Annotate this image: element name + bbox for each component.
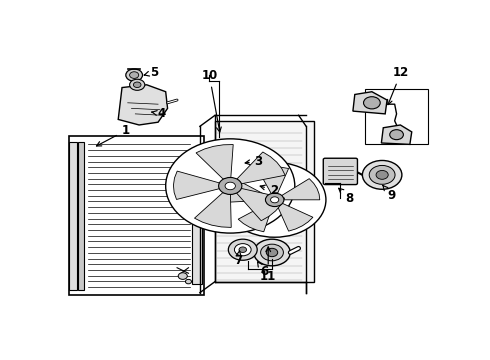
Circle shape: [129, 79, 145, 90]
Bar: [365, 89, 428, 144]
Circle shape: [267, 248, 278, 257]
Bar: [78, 141, 84, 290]
Text: 1: 1: [97, 124, 130, 146]
Text: 4: 4: [152, 107, 166, 120]
Polygon shape: [173, 171, 220, 199]
Circle shape: [133, 82, 141, 87]
Polygon shape: [195, 193, 231, 228]
Text: 7: 7: [234, 251, 242, 267]
Polygon shape: [282, 179, 320, 200]
Circle shape: [364, 97, 380, 109]
Text: 8: 8: [339, 188, 354, 205]
Text: 11: 11: [260, 247, 276, 283]
Circle shape: [129, 72, 139, 78]
Text: 5: 5: [144, 66, 158, 79]
Polygon shape: [237, 152, 285, 184]
Circle shape: [270, 197, 279, 203]
Text: 3: 3: [245, 154, 263, 167]
Circle shape: [266, 193, 284, 207]
Bar: [192, 153, 202, 284]
Polygon shape: [277, 203, 313, 231]
Circle shape: [225, 182, 235, 190]
Circle shape: [390, 130, 403, 140]
Polygon shape: [258, 167, 289, 194]
Polygon shape: [353, 92, 387, 114]
Circle shape: [223, 162, 326, 237]
Circle shape: [254, 239, 290, 266]
Circle shape: [363, 161, 402, 189]
Polygon shape: [196, 145, 233, 179]
Circle shape: [166, 139, 295, 233]
Text: 10: 10: [201, 68, 221, 132]
Bar: [69, 141, 77, 290]
Circle shape: [185, 279, 192, 284]
Text: 2: 2: [260, 184, 278, 197]
Polygon shape: [237, 188, 285, 221]
Circle shape: [219, 177, 242, 194]
Circle shape: [126, 69, 143, 81]
Circle shape: [261, 244, 283, 261]
Circle shape: [239, 247, 246, 252]
Text: 12: 12: [388, 66, 409, 105]
Circle shape: [369, 166, 395, 184]
Text: 6: 6: [258, 262, 269, 278]
Circle shape: [228, 239, 257, 260]
Polygon shape: [118, 85, 168, 125]
Bar: [215, 121, 314, 282]
Polygon shape: [230, 180, 267, 202]
Circle shape: [234, 244, 251, 256]
Circle shape: [376, 170, 388, 179]
Polygon shape: [238, 204, 272, 232]
Circle shape: [178, 273, 187, 279]
Bar: [69, 136, 204, 296]
FancyBboxPatch shape: [323, 158, 357, 185]
Text: 9: 9: [383, 185, 396, 202]
Polygon shape: [381, 125, 412, 144]
